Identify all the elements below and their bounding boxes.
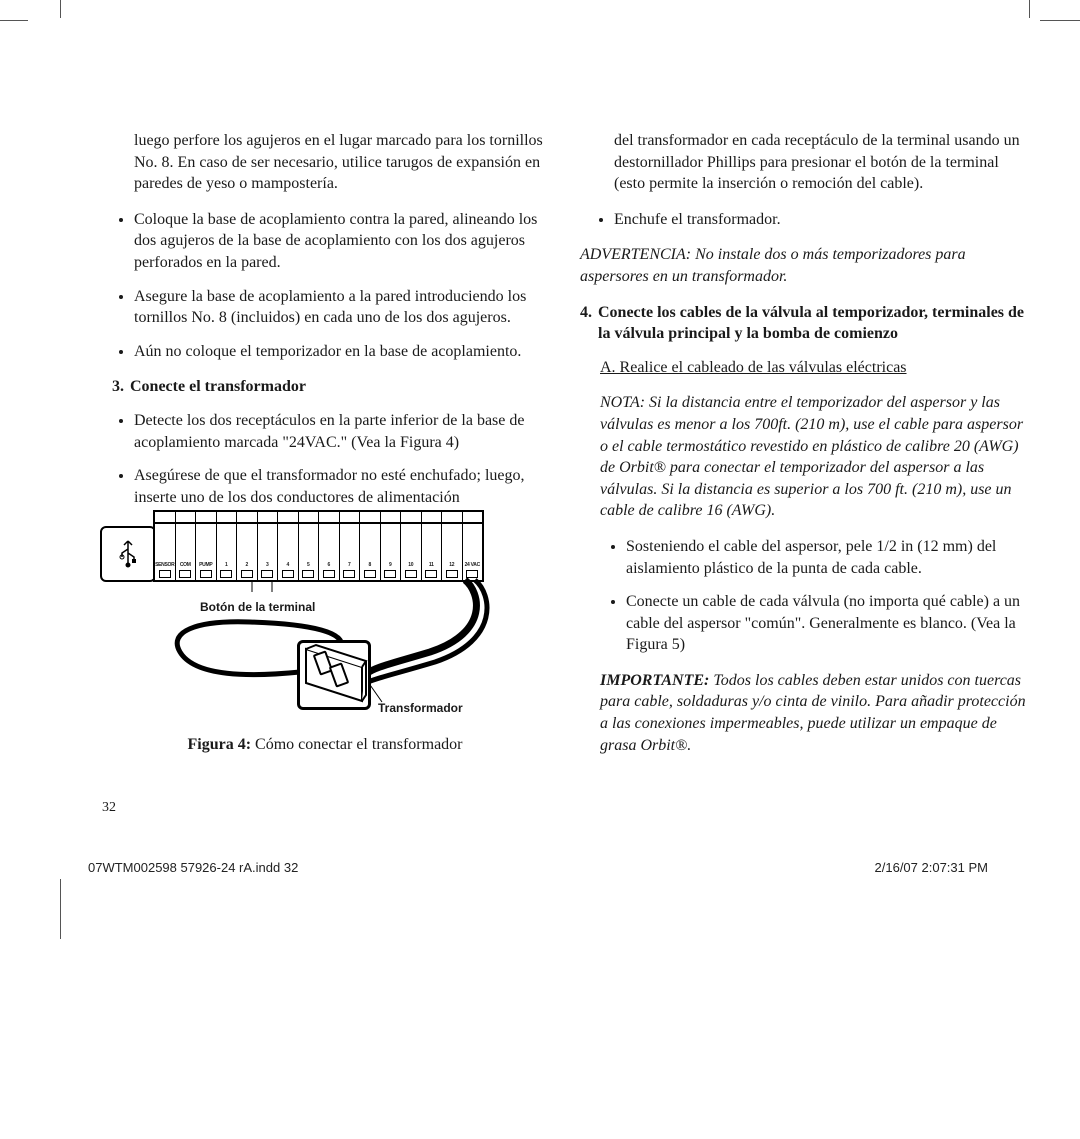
terminal-slot: PUMP <box>196 524 217 580</box>
terminal-slot: 5 <box>299 524 320 580</box>
terminal-slot: 6 <box>319 524 340 580</box>
list-item: Conecte un cable de cada válvula (no imp… <box>626 591 1030 656</box>
crop-mark <box>0 20 28 21</box>
list-item: Asegure la base de acoplamiento a la par… <box>134 286 550 329</box>
usb-port-icon <box>100 526 156 582</box>
warning-text: ADVERTENCIA: No instale dos o más tempor… <box>580 244 1030 287</box>
footer-file: 07WTM002598 57926-24 rA.indd 32 <box>88 860 298 875</box>
terminal-slot: 9 <box>381 524 402 580</box>
terminal-strip: SENSORCOMPUMP12345678910111224 VAC <box>153 522 484 582</box>
footer-timestamp: 2/16/07 2:07:31 PM <box>875 860 988 875</box>
transformer-label: Transformador <box>378 700 463 716</box>
crop-mark <box>60 879 61 939</box>
crop-mark <box>60 0 61 18</box>
print-footer: 07WTM002598 57926-24 rA.indd 32 2/16/07 … <box>88 860 988 875</box>
terminal-slot: SENSOR <box>155 524 176 580</box>
section-heading: 4. Conecte los cables de la válvula al t… <box>580 302 1030 345</box>
terminal-slot: 4 <box>278 524 299 580</box>
terminal-slot: 24 VAC <box>463 524 483 580</box>
list-item: Enchufe el transformador. <box>614 209 1030 231</box>
step-number: 3. <box>112 376 124 398</box>
terminal-slot: 12 <box>442 524 463 580</box>
list-item: Detecte los dos receptáculos en la parte… <box>134 410 550 453</box>
step-number: 4. <box>580 302 592 345</box>
bullet-list: Detecte los dos receptáculos en la parte… <box>100 410 550 508</box>
note-text: NOTA: Si la distancia entre el temporiza… <box>600 392 1030 522</box>
crop-mark <box>1040 20 1080 21</box>
left-column: luego perfore los agujeros en el lugar m… <box>100 130 550 770</box>
subsection-text: A. Realice el cableado de las válvulas e… <box>600 359 907 376</box>
bullet-list: Enchufe el transformador. <box>580 209 1030 231</box>
step-title: Conecte el transformador <box>130 376 306 398</box>
crop-mark <box>1029 0 1030 18</box>
list-item: Sosteniendo el cable del aspersor, pele … <box>626 536 1030 579</box>
important-text: IMPORTANTE: Todos los cables deben estar… <box>600 670 1030 756</box>
terminal-button-label: Botón de la terminal <box>200 599 315 615</box>
step-title: Conecte los cables de la válvula al temp… <box>598 302 1030 345</box>
figure-caption-text: Cómo conectar el transformador <box>251 736 462 753</box>
terminal-slot: 3 <box>258 524 279 580</box>
subsection-heading: A. Realice el cableado de las válvulas e… <box>600 357 1030 379</box>
paragraph: luego perfore los agujeros en el lugar m… <box>100 130 550 195</box>
terminal-slot: 8 <box>360 524 381 580</box>
figure-caption-bold: Figura 4: <box>187 736 251 753</box>
figure-4: SENSORCOMPUMP12345678910111224 VAC Botón… <box>100 522 490 722</box>
important-label: IMPORTANTE: <box>600 672 709 689</box>
section-heading: 3. Conecte el transformador <box>112 376 550 398</box>
terminal-slot: 1 <box>217 524 238 580</box>
list-item: Asegúrese de que el transformador no est… <box>134 465 550 508</box>
list-item: Coloque la base de acoplamiento contra l… <box>134 209 550 274</box>
terminal-slot: 7 <box>340 524 361 580</box>
terminal-slot: 11 <box>422 524 443 580</box>
bullet-list: Coloque la base de acoplamiento contra l… <box>100 209 550 363</box>
bullet-list: Sosteniendo el cable del aspersor, pele … <box>608 536 1030 656</box>
page-content: luego perfore los agujeros en el lugar m… <box>100 130 1030 770</box>
paragraph: del transformador en cada receptáculo de… <box>580 130 1030 195</box>
terminal-slot: 10 <box>401 524 422 580</box>
terminal-slot: COM <box>176 524 197 580</box>
figure-caption: Figura 4: Cómo conectar el transformador <box>100 734 550 756</box>
terminal-slot: 2 <box>237 524 258 580</box>
page-number: 32 <box>102 800 116 816</box>
right-column: del transformador en cada receptáculo de… <box>580 130 1030 770</box>
list-item: Aún no coloque el temporizador en la bas… <box>134 341 550 363</box>
